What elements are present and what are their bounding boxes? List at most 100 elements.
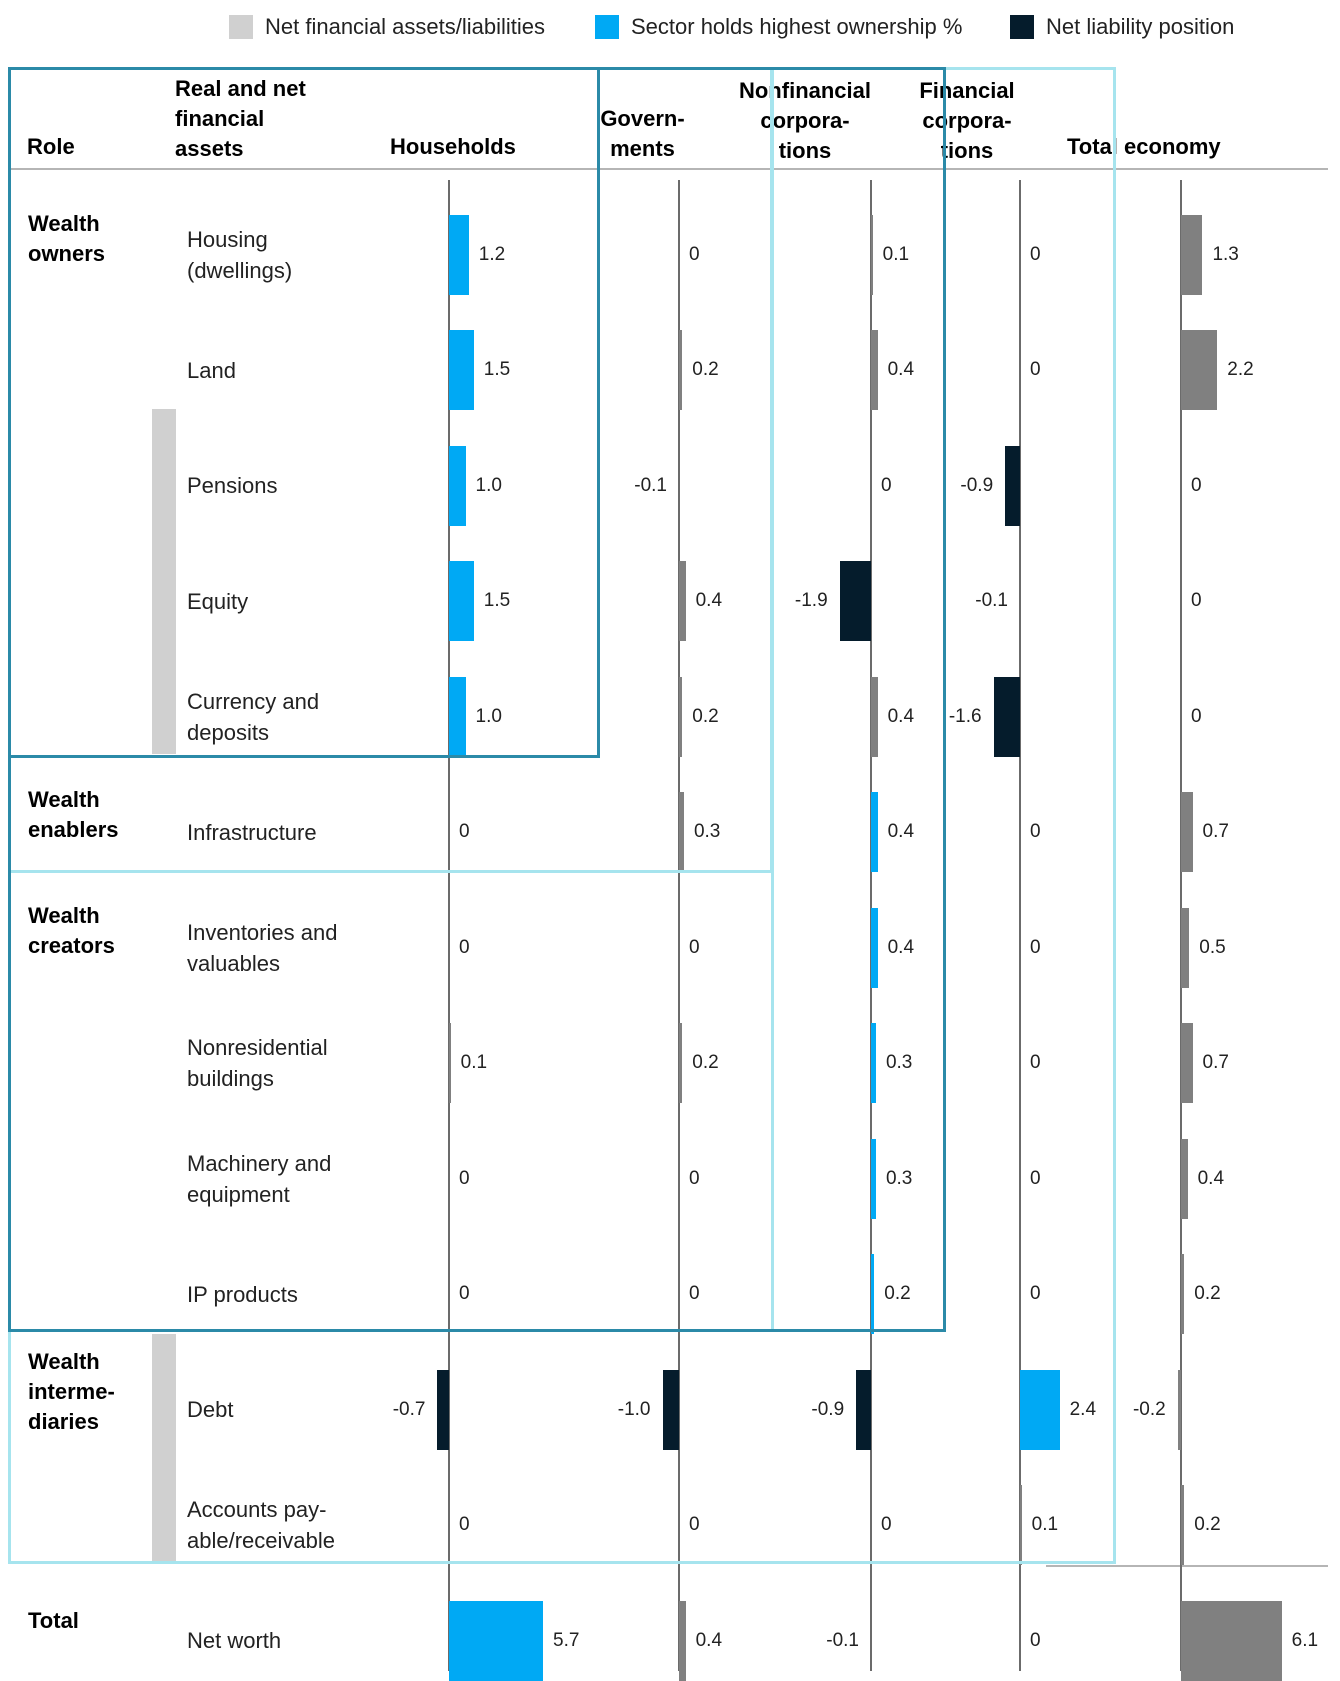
bar-nonfinancial-corporations-inventories-and-valuables xyxy=(871,907,878,988)
value-label-financial-corporations: 0 xyxy=(1030,1283,1041,1305)
value-label-total-economy: 0.2 xyxy=(1194,1283,1221,1305)
asset-label-net-worth: Net worth xyxy=(187,1625,417,1656)
bar-governments-land xyxy=(679,330,683,411)
bar-total-economy-machinery-and-equipment xyxy=(1181,1138,1188,1219)
value-label-nonfinancial-corporations: -0.9 xyxy=(811,1398,845,1420)
net-financial-marker-owners xyxy=(152,409,176,754)
header-households: Households xyxy=(390,134,516,159)
bar-households-housing-dwellings xyxy=(449,214,469,295)
bar-households-pensions xyxy=(449,445,466,526)
legend-label: Net liability position xyxy=(1046,14,1235,39)
asset-label-machinery-and-equipment: Machinery and equipment xyxy=(187,1148,417,1210)
asset-label-line: (dwellings) xyxy=(187,257,293,283)
value-label-financial-corporations: 2.4 xyxy=(1069,1398,1097,1420)
asset-label-line: Housing xyxy=(187,226,268,252)
value-label-nonfinancial-corporations: 0.4 xyxy=(887,821,915,843)
value-label-total-economy: 0.7 xyxy=(1202,1052,1229,1074)
value-label-governments: 0 xyxy=(689,1514,700,1536)
asset-label-line: Inventories and xyxy=(187,919,338,945)
value-label-total-economy: 1.3 xyxy=(1212,243,1239,265)
value-label-total-economy: 0.5 xyxy=(1199,936,1226,958)
value-label-nonfinancial-corporations: 0.3 xyxy=(885,1052,913,1074)
header-total-economy: Total economy xyxy=(1067,134,1221,159)
value-label-total-economy: 0 xyxy=(1191,474,1202,496)
box-wealth-creators xyxy=(8,67,946,1332)
header-line: tions xyxy=(778,138,832,163)
asset-label-debt: Debt xyxy=(187,1394,417,1425)
asset-label-line: able/receivable xyxy=(187,1528,335,1554)
value-label-governments: 0.2 xyxy=(692,705,719,727)
value-label-households: 5.7 xyxy=(553,1629,580,1651)
role-line: interme- xyxy=(28,1379,115,1404)
asset-label-line: Nonresidential xyxy=(187,1035,328,1061)
header-line: financial xyxy=(175,106,265,131)
value-label-nonfinancial-corporations: 0.3 xyxy=(885,1167,913,1189)
value-label-households: 0 xyxy=(459,1514,470,1536)
value-label-total-economy: 0 xyxy=(1191,590,1202,612)
axis-line-households xyxy=(448,180,450,1671)
bar-nonfinancial-corporations-land xyxy=(871,330,878,411)
asset-label-line: IP products xyxy=(187,1281,298,1307)
bar-nonfinancial-corporations-machinery-and-equipment xyxy=(871,1138,876,1219)
asset-label-line: valuables xyxy=(187,950,280,976)
value-label-governments: 0.3 xyxy=(693,821,721,843)
value-label-total-economy: 0.4 xyxy=(1197,1167,1225,1189)
bar-governments-net-worth xyxy=(679,1600,686,1681)
legend-label: Sector holds highest ownership % xyxy=(631,14,963,39)
value-label-governments: 0.4 xyxy=(695,1629,723,1651)
value-label-governments: 0.2 xyxy=(692,359,719,381)
bar-nonfinancial-corporations-nonresidential-buildings xyxy=(871,1023,876,1104)
bar-financial-corporations-pensions xyxy=(1005,445,1020,526)
asset-label-currency-and-deposits: Currency and deposits xyxy=(187,686,417,748)
legend-label: Net financial assets/liabilities xyxy=(265,14,546,39)
box-households xyxy=(8,67,600,758)
header-rule xyxy=(10,168,1328,170)
value-label-households: 0 xyxy=(459,936,470,958)
role-wealth-creators: Wealth creators xyxy=(28,901,115,961)
asset-label-line: Infrastructure xyxy=(187,819,317,845)
value-label-nonfinancial-corporations: 0.4 xyxy=(887,705,915,727)
value-label-nonfinancial-corporations: 0.2 xyxy=(884,1283,911,1305)
role-line: creators xyxy=(28,933,115,958)
value-label-households: 0 xyxy=(459,1167,470,1189)
bar-governments-debt xyxy=(662,1369,679,1450)
bar-total-economy-debt xyxy=(1177,1369,1181,1450)
bar-nonfinancial-corporations-currency-and-deposits xyxy=(871,676,878,757)
value-label-nonfinancial-corporations: -0.1 xyxy=(826,1629,859,1651)
bar-nonfinancial-corporations-housing-dwellings xyxy=(871,214,873,295)
value-label-governments: 0.4 xyxy=(695,590,723,612)
asset-label-line: deposits xyxy=(187,719,269,745)
net-financial-marker-intermediaries xyxy=(152,1334,176,1562)
value-label-financial-corporations: 0 xyxy=(1030,1167,1041,1189)
header-line: assets xyxy=(175,136,244,161)
role-line: Wealth xyxy=(28,787,100,812)
legend-item-highest-ownership: Sector holds highest ownership % xyxy=(595,12,962,42)
asset-label-line: Equity xyxy=(187,588,249,614)
value-label-governments: 0.2 xyxy=(692,1052,719,1074)
header-role: Role xyxy=(27,134,75,159)
value-label-households: 0.1 xyxy=(460,1052,488,1074)
box-nonfinancial-corporations xyxy=(771,67,946,1332)
asset-label-line: Net worth xyxy=(187,1628,282,1654)
value-label-total-economy: 0 xyxy=(1191,705,1202,727)
asset-label-infrastructure: Infrastructure xyxy=(187,817,417,848)
value-label-financial-corporations: -1.6 xyxy=(948,705,982,727)
value-label-households: 0 xyxy=(459,1283,470,1305)
value-label-financial-corporations: 0 xyxy=(1030,1629,1041,1651)
bar-total-economy-net-worth xyxy=(1181,1600,1282,1681)
header-line: ments xyxy=(610,136,675,161)
asset-label-line: equipment xyxy=(187,1181,290,1207)
value-label-governments: 0 xyxy=(689,1283,700,1305)
bar-households-currency-and-deposits xyxy=(449,676,466,757)
asset-label-nonresidential-buildings: Nonresidential buildings xyxy=(187,1032,417,1094)
legend-swatch xyxy=(595,15,619,39)
value-label-nonfinancial-corporations: 0 xyxy=(881,1514,892,1536)
asset-label-pensions: Pensions xyxy=(187,470,417,501)
bar-governments-equity xyxy=(679,561,686,642)
value-label-governments: -0.1 xyxy=(634,474,667,496)
role-wealth-intermediaries: Wealth interme- diaries xyxy=(28,1347,115,1437)
value-label-households: 1.5 xyxy=(483,590,511,612)
header-line: tions xyxy=(940,138,994,163)
legend-item-net-financial: Net financial assets/liabilities xyxy=(229,12,545,42)
role-line: Wealth xyxy=(28,1349,100,1374)
